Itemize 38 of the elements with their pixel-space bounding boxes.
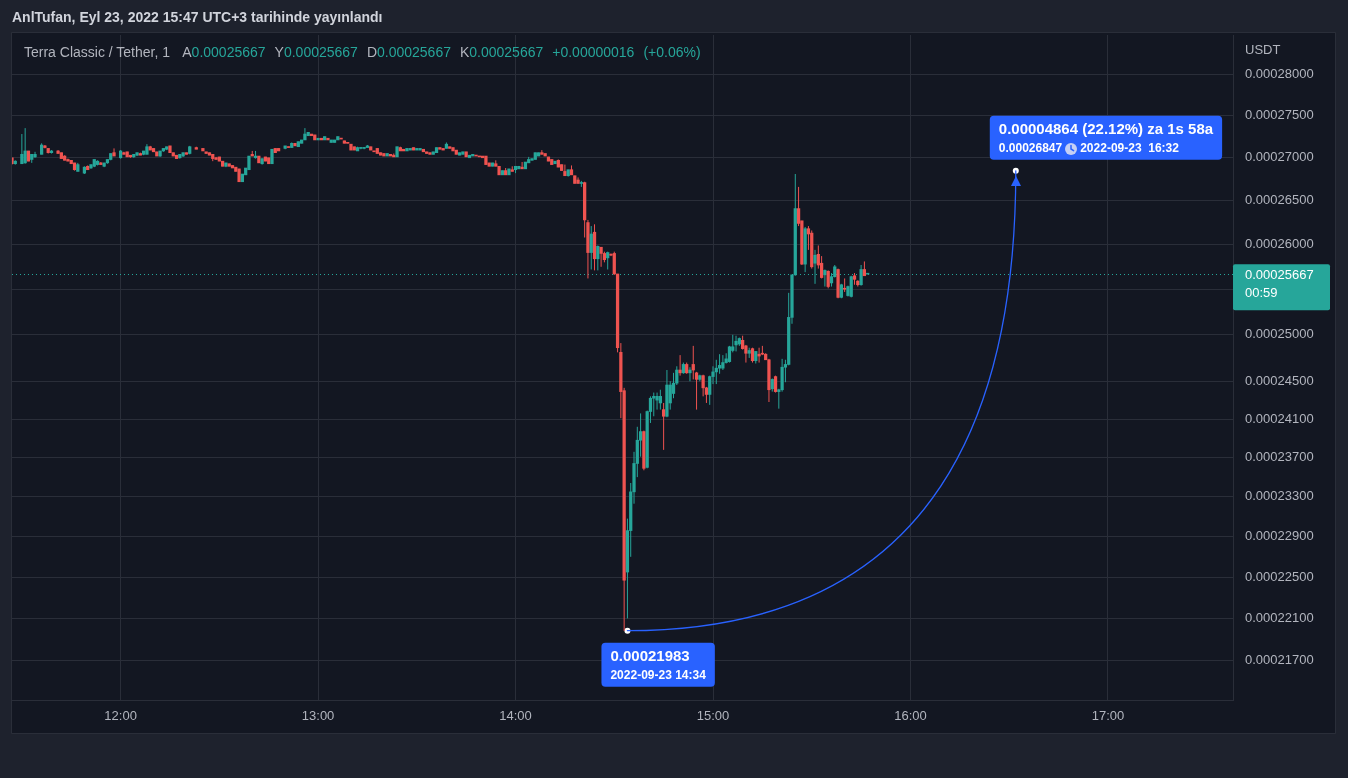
annotation: 0.00026847 (998, 141, 1063, 156)
ref-line-label: 0.00025667 (1245, 266, 1314, 282)
annotation: 2022-09-23 14:34 (610, 667, 707, 682)
candlestick (33, 151, 37, 159)
y-tick-label: 0.00025000 (1245, 326, 1314, 342)
annotation: 0.00021983 (610, 646, 690, 664)
y-tick-label: 0.00022100 (1245, 610, 1314, 625)
y-tick-label: 0.00023300 (1245, 488, 1314, 504)
candlestick (691, 345, 695, 380)
y-tick-label: 0.00026000 (1245, 236, 1314, 252)
y-tick-label: 0.00028000 (1245, 65, 1314, 81)
candlestick (112, 147, 116, 157)
candlestick (589, 225, 593, 270)
text: AnlTufan, Eyl 23, 2022 15:47 UTC+3 tarihinde yayınlandı (12, 8, 383, 25)
text: 00:59 (1245, 284, 1278, 300)
y-axis-title: USDT (1245, 41, 1281, 57)
text: Terra Classic / Tether, 1 (24, 43, 171, 60)
x-tick-label: 17:00 (1091, 708, 1125, 724)
x-tick-label: 13:00 (301, 708, 335, 724)
annotation: 2022-09-23 16:32 (1080, 141, 1180, 156)
candlestick (662, 402, 666, 451)
y-tick-label: 0.00024500 (1245, 372, 1314, 388)
y-tick-label: 0.00026500 (1245, 192, 1314, 208)
text: A0.00025667 Y0.00025667 D0.00025667 K0.00025667 +0.00000016 (+0.06%) (182, 43, 701, 60)
y-tick-label: 0.00021700 (1245, 652, 1314, 668)
y-tick-label: 0.00027500 (1245, 107, 1314, 123)
y-tick-label: 0.00023700 (1245, 449, 1314, 465)
x-tick-label: 16:00 (894, 708, 927, 724)
x-tick-label: 14:00 (499, 708, 532, 724)
x-tick-label: 15:00 (696, 708, 730, 724)
candlestick (688, 366, 692, 382)
y-tick-label: 0.00022500 (1245, 568, 1314, 584)
y-tick-label: 0.00022900 (1245, 528, 1314, 544)
y-tick-label: 0.00027000 (1245, 149, 1314, 165)
x-tick-label: 12:00 (104, 708, 137, 724)
candlestick (780, 358, 784, 393)
annotation: 0.00004864 (22.12%) za 1s 58a (998, 119, 1214, 137)
y-tick-label: 0.00024100 (1245, 410, 1314, 426)
